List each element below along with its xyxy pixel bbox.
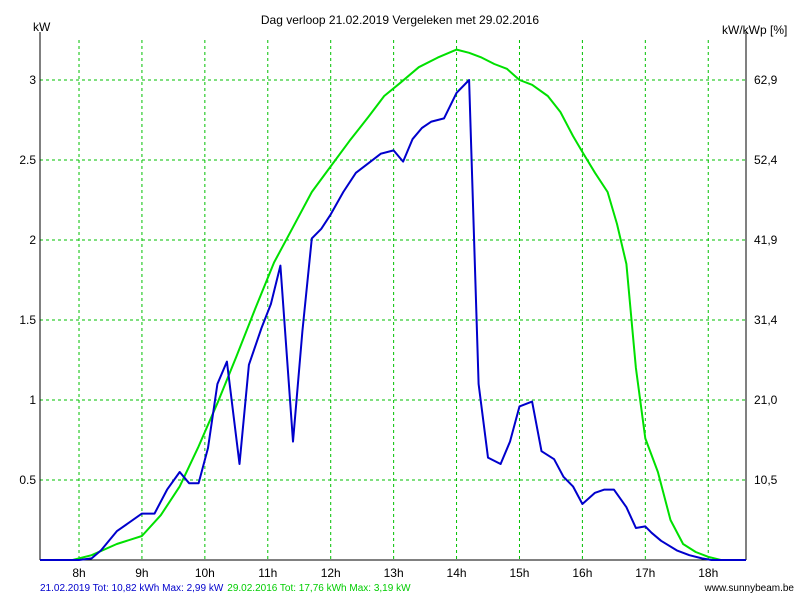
x-tick-label: 16h	[572, 566, 592, 580]
series-line-21-02-2019	[40, 79, 746, 561]
y-tick-label-right: 62,9	[754, 73, 778, 87]
y-tick-label-right: 21,0	[754, 393, 778, 407]
x-tick-label: 17h	[635, 566, 655, 580]
x-tick-label: 18h	[698, 566, 718, 580]
x-tick-label: 12h	[321, 566, 341, 580]
x-tick-label: 9h	[135, 566, 148, 580]
x-tick-label: 8h	[72, 566, 85, 580]
y-tick-label-right: 10,5	[754, 473, 778, 487]
y-tick-label-left: 3	[29, 73, 36, 87]
y-tick-label-left: 1	[29, 393, 36, 407]
y-tick-label-right: 31,4	[754, 313, 778, 327]
y-tick-label-left: 2.5	[19, 153, 36, 167]
x-tick-label: 13h	[384, 566, 404, 580]
series-line-29-02-2016	[40, 48, 746, 561]
y-tick-label-right: 52,4	[754, 153, 778, 167]
series-lines	[40, 48, 746, 561]
y-tick-label-left: 2	[29, 233, 36, 247]
y-tick-label-right: 41,9	[754, 233, 778, 247]
x-tick-label: 10h	[195, 566, 215, 580]
tick-labels: 8h 9h 10h 11h 12h 13h 14h 15h 16h 17h 18h 0.5 1 1.5 2 2…	[19, 73, 777, 580]
axes	[39, 32, 747, 561]
footer-summary-blue: 21.02.2019 Tot: 10,82 kWh Max: 2,99 kW	[40, 583, 224, 594]
x-tick-label: 15h	[509, 566, 529, 580]
y-tick-label-left: 0.5	[19, 473, 36, 487]
y-tick-label-left: 1.5	[19, 313, 36, 327]
y-axis-left-label: kW	[33, 20, 51, 34]
chart-title: Dag verloop 21.02.2019 Vergeleken met 29…	[261, 13, 540, 27]
y-axis-right-label: kW/kWp [%]	[722, 23, 787, 37]
footer-summary: 21.02.2019 Tot: 10,82 kWh Max: 2,99 kW 29…	[40, 583, 415, 594]
brand-link[interactable]: www.sunnybeam.be	[704, 583, 795, 594]
grid-lines	[40, 40, 746, 560]
x-tick-label: 14h	[447, 566, 467, 580]
footer-summary-green: 29.02.2016 Tot: 17,76 kWh Max: 3,19 kW	[227, 583, 411, 594]
x-tick-label: 11h	[258, 566, 277, 580]
